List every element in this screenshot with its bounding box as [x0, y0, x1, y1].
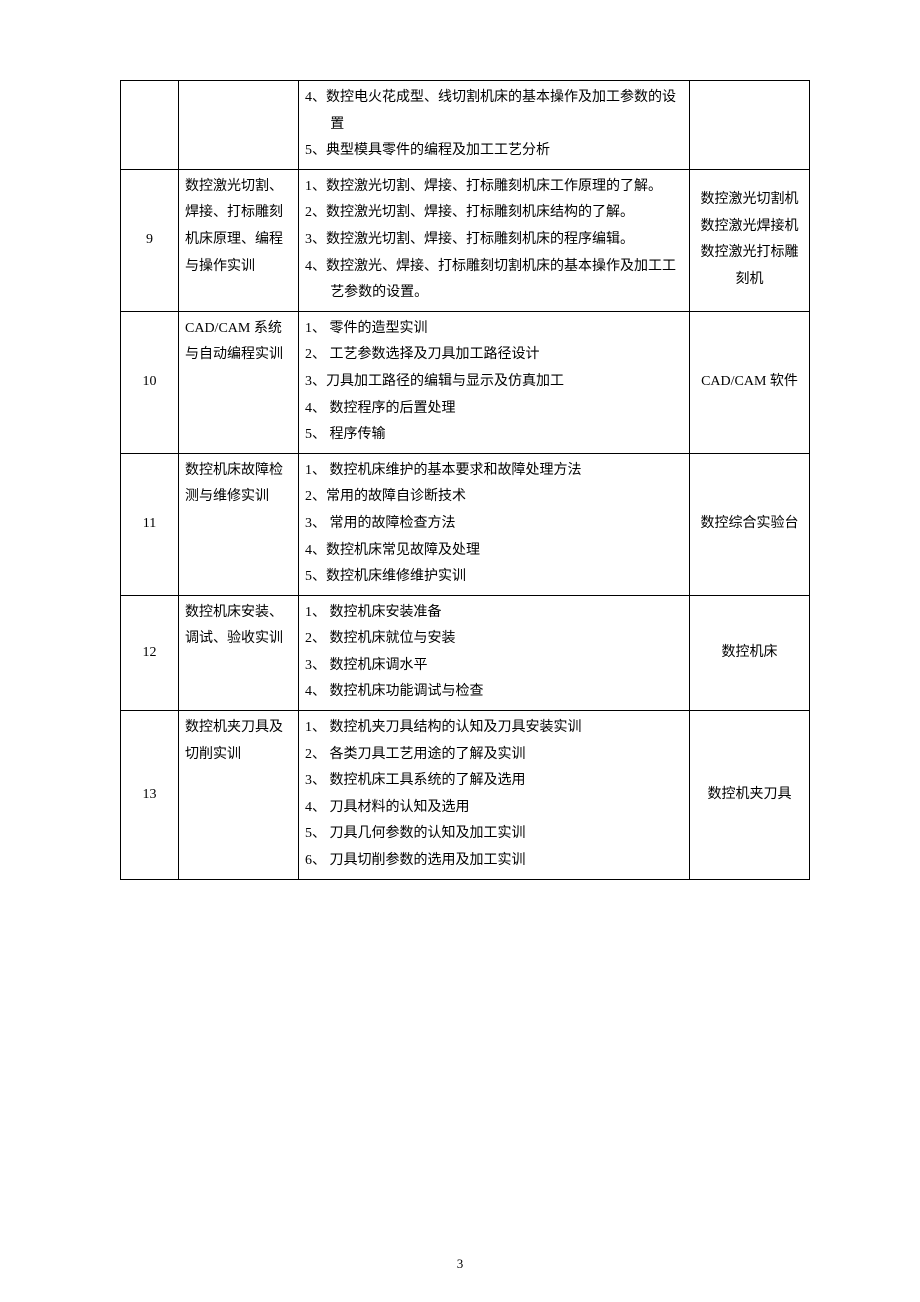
row-equip-cell: 数控机夹刀具 — [690, 711, 810, 880]
table-body: 4、数控电火花成型、线切割机床的基本操作及加工参数的设置 5、典型模具零件的编程… — [121, 81, 810, 880]
table-row: 11 数控机床故障检测与维修实训 1、 数控机床维护的基本要求和故障处理方法 2… — [121, 453, 810, 595]
content-item: 1、 数控机夹刀具结构的认知及刀具安装实训 — [305, 715, 683, 742]
row-equip-cell — [690, 81, 810, 170]
content-item: 2、 各类刀具工艺用途的了解及实训 — [305, 742, 683, 769]
content-item: 1、数控激光切割、焊接、打标雕刻机床工作原理的了解。 — [305, 174, 683, 201]
content-item: 5、典型模具零件的编程及加工工艺分析 — [305, 138, 683, 165]
content-item: 1、 零件的造型实训 — [305, 316, 683, 343]
content-item: 4、数控激光、焊接、打标雕刻切割机床的基本操作及加工工艺参数的设置。 — [305, 254, 683, 307]
content-item: 2、 工艺参数选择及刀具加工路径设计 — [305, 342, 683, 369]
content-item: 3、 常用的故障检查方法 — [305, 511, 683, 538]
row-name-cell: 数控机床故障检测与维修实训 — [179, 453, 299, 595]
content-item: 5、 刀具几何参数的认知及加工实训 — [305, 821, 683, 848]
row-number-cell: 13 — [121, 711, 179, 880]
row-name-cell: CAD/CAM 系统与自动编程实训 — [179, 311, 299, 453]
content-item: 4、数控电火花成型、线切割机床的基本操作及加工参数的设置 — [305, 85, 683, 138]
content-item: 2、 数控机床就位与安装 — [305, 626, 683, 653]
content-item: 2、数控激光切割、焊接、打标雕刻机床结构的了解。 — [305, 200, 683, 227]
row-equip-cell: CAD/CAM 软件 — [690, 311, 810, 453]
content-item: 4、 数控机床功能调试与检查 — [305, 679, 683, 706]
content-item: 6、 刀具切削参数的选用及加工实训 — [305, 848, 683, 875]
row-content-cell: 1、 零件的造型实训 2、 工艺参数选择及刀具加工路径设计 3、刀具加工路径的编… — [299, 311, 690, 453]
content-item: 3、 数控机床工具系统的了解及选用 — [305, 768, 683, 795]
row-content-cell: 1、 数控机床维护的基本要求和故障处理方法 2、常用的故障自诊断技术 3、 常用… — [299, 453, 690, 595]
content-item: 1、 数控机床安装准备 — [305, 600, 683, 627]
content-item: 3、数控激光切割、焊接、打标雕刻机床的程序编辑。 — [305, 227, 683, 254]
row-content-cell: 4、数控电火花成型、线切割机床的基本操作及加工参数的设置 5、典型模具零件的编程… — [299, 81, 690, 170]
content-item: 2、常用的故障自诊断技术 — [305, 484, 683, 511]
content-item: 3、刀具加工路径的编辑与显示及仿真加工 — [305, 369, 683, 396]
table-row: 12 数控机床安装、调试、验收实训 1、 数控机床安装准备 2、 数控机床就位与… — [121, 595, 810, 710]
table-row: 9 数控激光切割、焊接、打标雕刻机床原理、编程与操作实训 1、数控激光切割、焊接… — [121, 169, 810, 311]
content-item: 1、 数控机床维护的基本要求和故障处理方法 — [305, 458, 683, 485]
row-content-cell: 1、 数控机夹刀具结构的认知及刀具安装实训 2、 各类刀具工艺用途的了解及实训 … — [299, 711, 690, 880]
row-name-cell: 数控激光切割、焊接、打标雕刻机床原理、编程与操作实训 — [179, 169, 299, 311]
table-row: 10 CAD/CAM 系统与自动编程实训 1、 零件的造型实训 2、 工艺参数选… — [121, 311, 810, 453]
row-name-cell: 数控机夹刀具及切削实训 — [179, 711, 299, 880]
row-number-cell: 11 — [121, 453, 179, 595]
table-row: 13 数控机夹刀具及切削实训 1、 数控机夹刀具结构的认知及刀具安装实训 2、 … — [121, 711, 810, 880]
page-number: 3 — [0, 1256, 920, 1272]
curriculum-table: 4、数控电火花成型、线切割机床的基本操作及加工参数的设置 5、典型模具零件的编程… — [120, 80, 810, 880]
content-item: 5、数控机床维修维护实训 — [305, 564, 683, 591]
content-item: 3、 数控机床调水平 — [305, 653, 683, 680]
row-equip-cell: 数控综合实验台 — [690, 453, 810, 595]
row-name-cell — [179, 81, 299, 170]
content-item: 4、数控机床常见故障及处理 — [305, 538, 683, 565]
row-equip-cell: 数控机床 — [690, 595, 810, 710]
row-name-cell: 数控机床安装、调试、验收实训 — [179, 595, 299, 710]
row-number-cell — [121, 81, 179, 170]
row-number-cell: 9 — [121, 169, 179, 311]
row-number-cell: 10 — [121, 311, 179, 453]
content-item: 4、 刀具材料的认知及选用 — [305, 795, 683, 822]
content-item: 4、 数控程序的后置处理 — [305, 396, 683, 423]
row-content-cell: 1、数控激光切割、焊接、打标雕刻机床工作原理的了解。 2、数控激光切割、焊接、打… — [299, 169, 690, 311]
table-row: 4、数控电火花成型、线切割机床的基本操作及加工参数的设置 5、典型模具零件的编程… — [121, 81, 810, 170]
row-equip-cell: 数控激光切割机 数控激光焊接机 数控激光打标雕刻机 — [690, 169, 810, 311]
row-content-cell: 1、 数控机床安装准备 2、 数控机床就位与安装 3、 数控机床调水平 4、 数… — [299, 595, 690, 710]
content-item: 5、 程序传输 — [305, 422, 683, 449]
row-number-cell: 12 — [121, 595, 179, 710]
